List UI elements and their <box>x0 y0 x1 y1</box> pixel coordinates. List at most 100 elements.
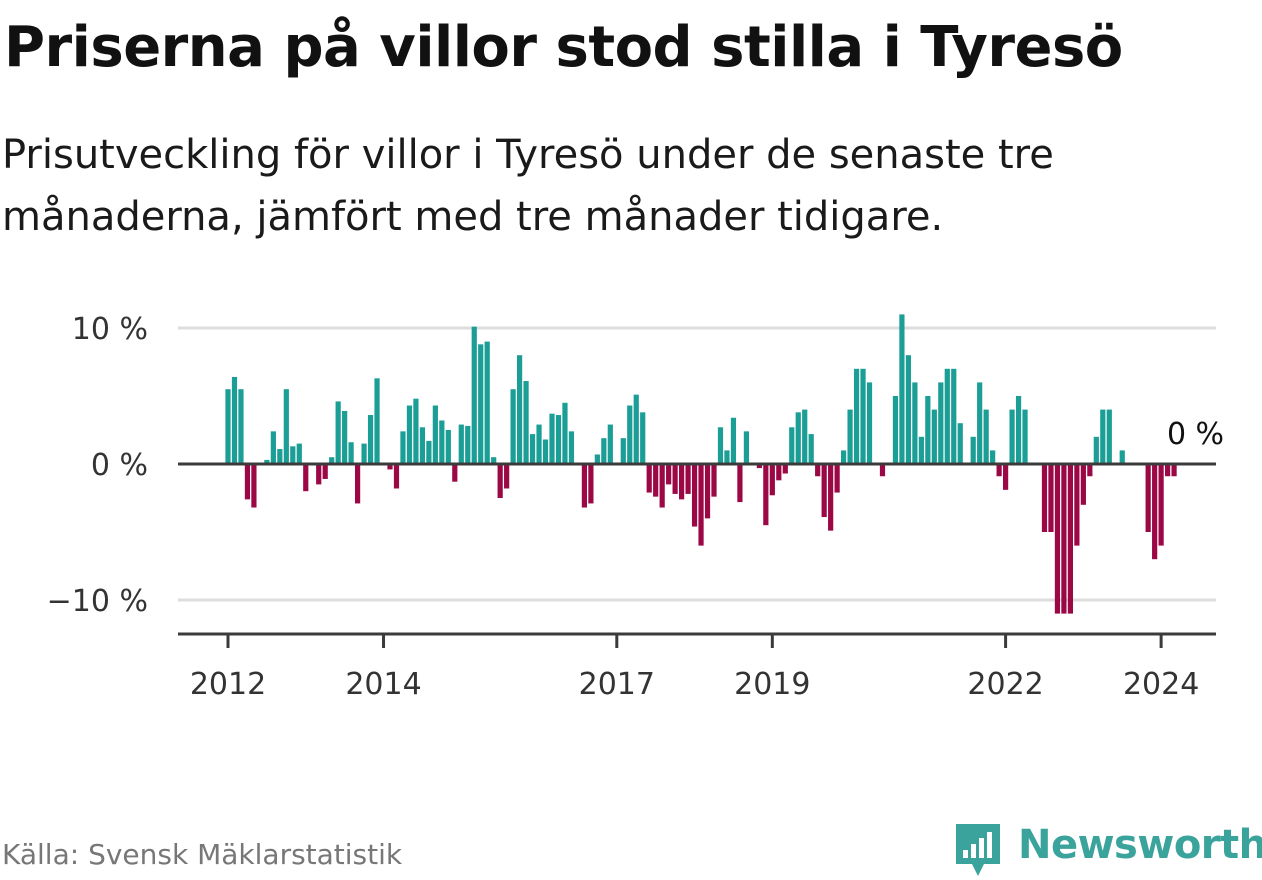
bar <box>607 424 613 464</box>
bar <box>996 464 1002 477</box>
bar <box>828 464 834 531</box>
bar <box>892 396 899 464</box>
bar <box>491 457 497 464</box>
bar <box>1041 464 1048 532</box>
bar <box>698 464 704 546</box>
bar <box>970 436 976 464</box>
bar <box>834 464 840 493</box>
bar <box>225 389 231 464</box>
bar <box>588 464 594 504</box>
bar <box>679 464 685 500</box>
bar <box>523 381 529 464</box>
bar <box>802 409 808 464</box>
bar <box>238 389 244 464</box>
bar <box>406 405 413 464</box>
bar <box>581 464 587 508</box>
bar <box>1003 464 1009 490</box>
bar <box>471 326 477 464</box>
bar <box>348 442 354 464</box>
bar <box>912 382 918 464</box>
bar <box>769 464 775 496</box>
bar <box>756 464 762 469</box>
bar <box>983 409 989 464</box>
bar <box>944 368 950 464</box>
bar <box>853 368 860 464</box>
bar <box>1119 450 1125 464</box>
bar <box>270 431 276 464</box>
x-tick-label: 2017 <box>579 667 655 702</box>
bar <box>413 398 419 464</box>
bar <box>335 401 341 464</box>
bar <box>367 415 374 464</box>
brand-name: Newsworthy <box>1018 822 1262 868</box>
bar <box>1145 464 1151 532</box>
bar <box>296 443 302 464</box>
y-tick-label: 10 % <box>72 312 148 347</box>
bar <box>666 464 672 485</box>
bar <box>303 464 309 492</box>
bar <box>1009 409 1015 464</box>
bar <box>1080 464 1086 505</box>
y-tick-label: 0 % <box>91 448 148 483</box>
bar <box>847 409 853 464</box>
bar <box>1093 436 1099 464</box>
bar <box>387 464 393 470</box>
bar <box>322 464 328 479</box>
x-tick-label: 2024 <box>1123 667 1199 702</box>
bar <box>789 427 795 464</box>
bar <box>899 314 905 464</box>
bar <box>717 427 724 464</box>
bar <box>497 464 503 498</box>
bar <box>1087 464 1093 477</box>
bar <box>329 457 335 464</box>
bar <box>594 454 600 464</box>
bar <box>542 439 549 464</box>
chart-axes <box>178 462 1216 648</box>
bar <box>549 413 555 464</box>
bar <box>711 464 717 497</box>
bar <box>562 402 568 464</box>
bar <box>627 405 633 464</box>
bar <box>951 368 957 464</box>
bar <box>355 464 361 504</box>
bar <box>1022 409 1028 464</box>
source-note: Källa: Svensk Mäklarstatistik <box>2 838 403 871</box>
bar <box>439 420 445 464</box>
bar <box>478 344 484 464</box>
bar <box>879 464 886 477</box>
bar <box>484 341 490 464</box>
bar <box>1171 464 1177 477</box>
bar <box>931 409 937 464</box>
bar <box>1152 464 1158 560</box>
chart-bars <box>225 314 1177 614</box>
newsworthy-logo-icon <box>956 824 1000 876</box>
bar <box>445 430 451 464</box>
x-tick-label: 2019 <box>734 667 810 702</box>
bar <box>465 425 471 464</box>
bar <box>361 443 367 464</box>
bar <box>957 423 963 464</box>
bar <box>342 410 348 464</box>
bar <box>601 438 607 464</box>
bar <box>724 450 730 464</box>
bar <box>1054 464 1061 614</box>
chart-subtitle: Prisutveckling för villor i Tyresö under… <box>2 132 1054 240</box>
bar <box>808 434 814 464</box>
bar <box>737 464 743 503</box>
bar <box>1048 464 1054 532</box>
bar <box>672 464 678 494</box>
bar <box>517 355 523 464</box>
bar <box>536 424 542 464</box>
bar <box>290 446 296 464</box>
bar <box>977 382 983 464</box>
bar <box>646 464 652 493</box>
bar <box>1067 464 1073 614</box>
chart-labels: 10 % 0 % −10 % 2012 2014 2017 2019 2022 2024 0 % <box>47 312 1224 702</box>
bar <box>510 389 516 464</box>
bar <box>231 376 238 464</box>
bar <box>620 438 626 464</box>
bar <box>568 431 575 464</box>
bar <box>860 368 866 464</box>
bar <box>659 464 665 508</box>
bar <box>782 464 788 474</box>
